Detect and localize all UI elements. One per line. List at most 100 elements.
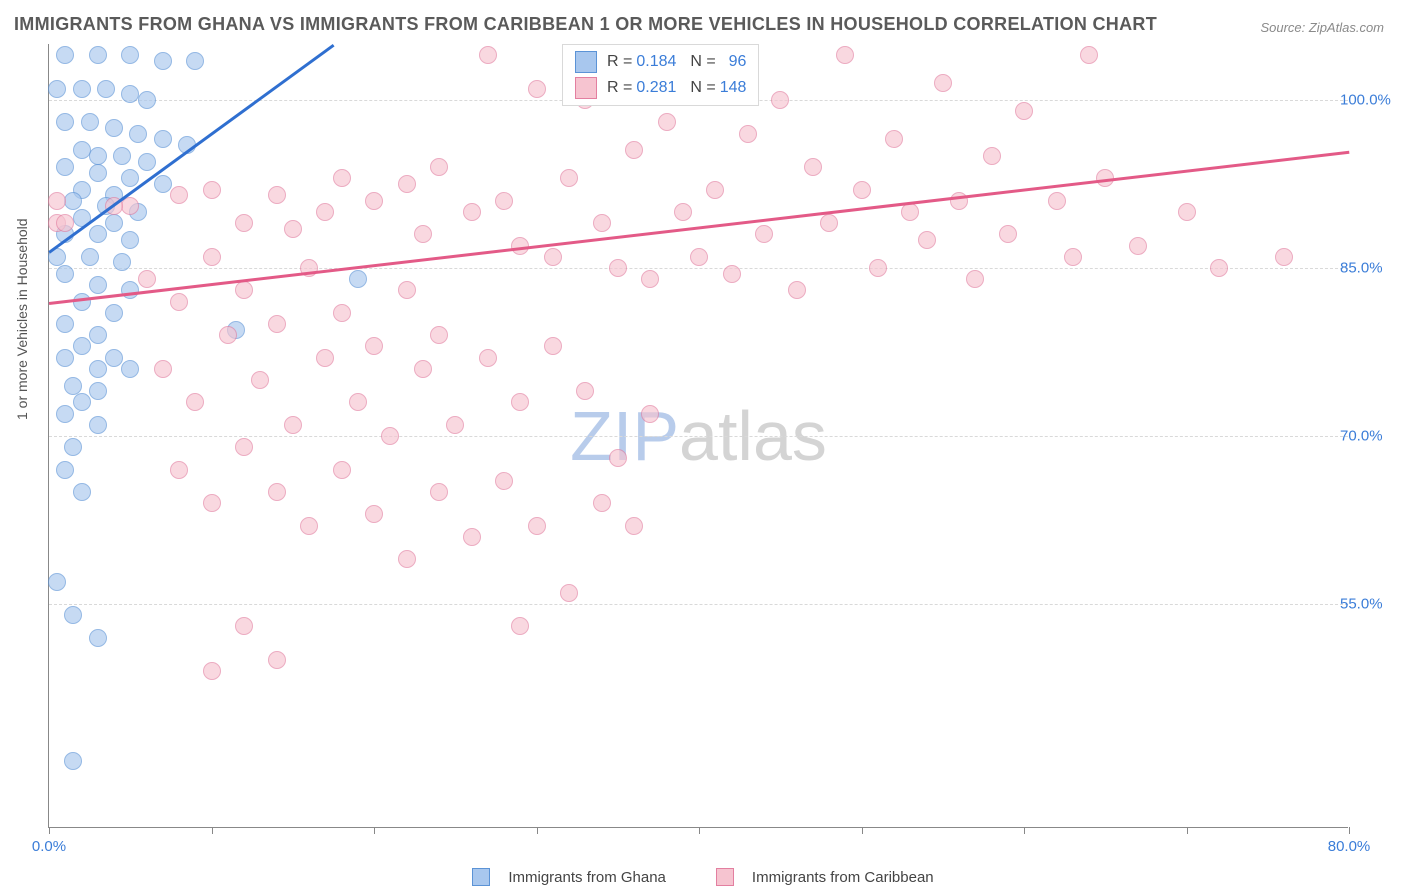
scatter-point xyxy=(235,617,253,635)
x-tick xyxy=(49,827,50,834)
scatter-point xyxy=(333,169,351,187)
legend-label: Immigrants from Ghana xyxy=(508,869,666,886)
legend-swatch xyxy=(472,868,490,886)
scatter-point xyxy=(105,349,123,367)
scatter-point xyxy=(511,393,529,411)
scatter-point xyxy=(430,158,448,176)
x-tick xyxy=(862,827,863,834)
scatter-point xyxy=(89,629,107,647)
scatter-point xyxy=(398,175,416,193)
scatter-point xyxy=(609,449,627,467)
x-tick xyxy=(699,827,700,834)
scatter-point xyxy=(674,203,692,221)
scatter-point xyxy=(121,197,139,215)
legend-item: Immigrants from Ghana xyxy=(472,868,666,886)
scatter-point xyxy=(658,113,676,131)
scatter-point xyxy=(365,192,383,210)
scatter-point xyxy=(89,46,107,64)
scatter-point xyxy=(398,281,416,299)
scatter-point xyxy=(186,52,204,70)
legend-label: Immigrants from Caribbean xyxy=(752,869,934,886)
x-tick xyxy=(212,827,213,834)
scatter-point xyxy=(113,147,131,165)
scatter-point xyxy=(89,147,107,165)
scatter-point xyxy=(560,584,578,602)
scatter-point xyxy=(81,248,99,266)
scatter-point xyxy=(918,231,936,249)
scatter-point xyxy=(625,141,643,159)
series-legend: Immigrants from Ghana Immigrants from Car… xyxy=(0,868,1406,886)
scatter-point xyxy=(268,186,286,204)
scatter-point xyxy=(576,382,594,400)
scatter-point xyxy=(479,349,497,367)
scatter-point xyxy=(641,405,659,423)
scatter-point xyxy=(154,52,172,70)
scatter-point xyxy=(414,360,432,378)
scatter-point xyxy=(121,360,139,378)
scatter-point xyxy=(593,214,611,232)
scatter-point xyxy=(105,119,123,137)
scatter-point xyxy=(511,617,529,635)
scatter-point xyxy=(983,147,1001,165)
scatter-point xyxy=(89,360,107,378)
scatter-point xyxy=(365,337,383,355)
scatter-point xyxy=(138,153,156,171)
plot-area: ZIPatlas 55.0%70.0%85.0%100.0%0.0%80.0% xyxy=(48,44,1348,828)
scatter-point xyxy=(706,181,724,199)
y-tick-label: 85.0% xyxy=(1340,260,1400,277)
scatter-point xyxy=(235,214,253,232)
scatter-point xyxy=(284,220,302,238)
scatter-point xyxy=(1015,102,1033,120)
scatter-point xyxy=(853,181,871,199)
legend-item: Immigrants from Caribbean xyxy=(716,868,934,886)
scatter-point xyxy=(755,225,773,243)
scatter-point xyxy=(251,371,269,389)
scatter-point xyxy=(430,326,448,344)
scatter-point xyxy=(64,438,82,456)
n-value: 96 xyxy=(720,53,747,71)
scatter-point xyxy=(804,158,822,176)
scatter-point xyxy=(495,192,513,210)
scatter-point xyxy=(284,416,302,434)
scatter-point xyxy=(203,181,221,199)
scatter-point xyxy=(593,494,611,512)
scatter-point xyxy=(398,550,416,568)
x-tick-label: 0.0% xyxy=(32,838,66,855)
x-tick xyxy=(537,827,538,834)
scatter-point xyxy=(56,349,74,367)
scatter-point xyxy=(788,281,806,299)
scatter-point xyxy=(1210,259,1228,277)
scatter-point xyxy=(105,304,123,322)
scatter-point xyxy=(89,276,107,294)
scatter-point xyxy=(154,360,172,378)
scatter-point xyxy=(56,265,74,283)
legend-swatch xyxy=(575,51,597,73)
scatter-point xyxy=(170,461,188,479)
scatter-point xyxy=(1064,248,1082,266)
scatter-point xyxy=(365,505,383,523)
n-value: 148 xyxy=(720,79,747,97)
legend-row: R = 0.281N = 148 xyxy=(563,75,758,101)
scatter-point xyxy=(56,113,74,131)
scatter-point xyxy=(203,494,221,512)
scatter-point xyxy=(203,248,221,266)
y-tick-label: 70.0% xyxy=(1340,428,1400,445)
scatter-point xyxy=(316,203,334,221)
n-label: N = xyxy=(690,53,715,71)
scatter-point xyxy=(170,186,188,204)
scatter-point xyxy=(999,225,1017,243)
legend-swatch xyxy=(716,868,734,886)
scatter-point xyxy=(73,80,91,98)
legend-row: R = 0.184N = 96 xyxy=(563,49,758,75)
scatter-point xyxy=(121,231,139,249)
r-value: 0.184 xyxy=(636,53,676,71)
scatter-point xyxy=(89,164,107,182)
scatter-point xyxy=(625,517,643,535)
gridline xyxy=(49,268,1348,269)
scatter-point xyxy=(48,80,66,98)
scatter-point xyxy=(138,270,156,288)
scatter-point xyxy=(73,337,91,355)
scatter-point xyxy=(414,225,432,243)
scatter-point xyxy=(641,270,659,288)
scatter-point xyxy=(235,438,253,456)
